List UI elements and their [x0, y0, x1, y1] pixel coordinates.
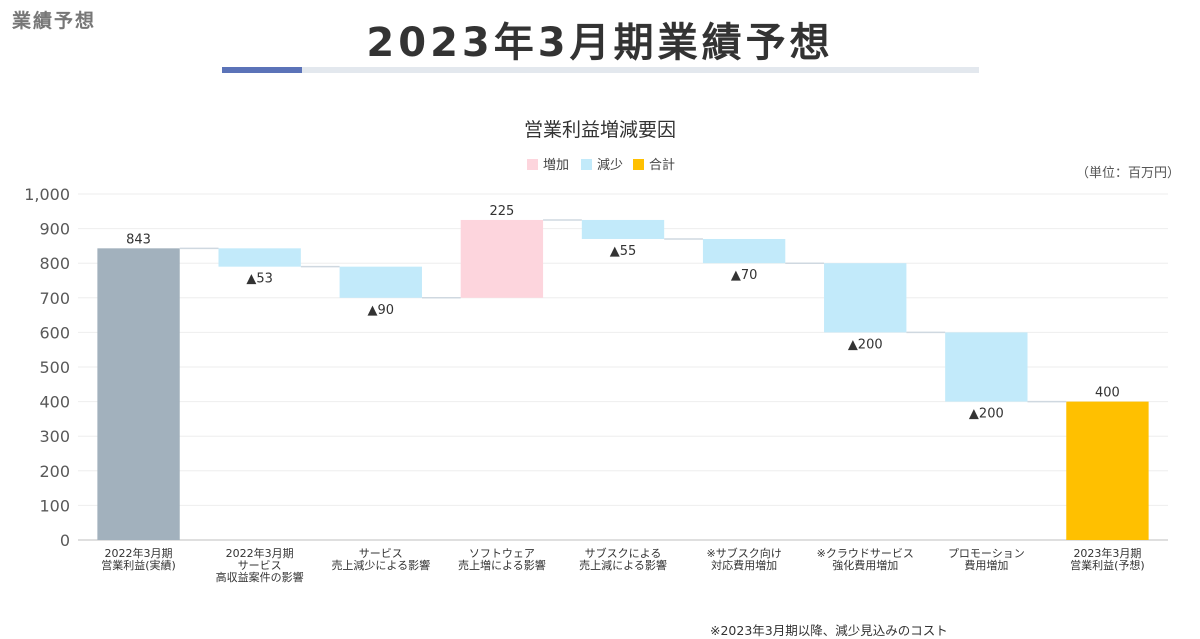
legend-swatch-0 [527, 159, 538, 170]
y-tick-label: 100 [39, 496, 70, 515]
data-label: ▲90 [368, 303, 395, 318]
category-label: 高収益案件の影響 [216, 570, 304, 584]
category-label: サービス [238, 559, 282, 572]
y-tick-label: 800 [39, 254, 70, 273]
footnote: ※2023年3月期以降、減少見込みのコスト [710, 623, 948, 638]
legend-label-1: 減少 [597, 157, 623, 173]
y-tick-label: 900 [39, 220, 70, 239]
page-title: 2023年3月期業績予想 [366, 20, 834, 66]
y-tick-label: 700 [39, 289, 70, 308]
legend-swatch-2 [633, 159, 644, 170]
data-label: 225 [489, 204, 514, 219]
bar [339, 266, 422, 298]
chart-title: 営業利益増減要因 [524, 119, 676, 141]
category-label: 強化費用増加 [832, 558, 898, 572]
category-label: 営業利益(予想) [1070, 558, 1145, 572]
data-label: 400 [1095, 386, 1120, 401]
data-label: ▲55 [610, 244, 637, 259]
data-label: ▲53 [246, 272, 273, 287]
category-label: ※サブスク向け [707, 546, 782, 560]
bar [1066, 401, 1149, 540]
category-label: サービス [359, 547, 403, 560]
category-label: ※クラウドサービス [817, 547, 914, 560]
y-tick-label: 500 [39, 358, 70, 377]
category-label: 売上減少による影響 [331, 558, 430, 572]
category-label: 2023年3月期 [1073, 546, 1141, 560]
y-tick-label: 400 [39, 393, 70, 412]
unit-label: （単位：百万円） [1076, 165, 1180, 181]
bar [97, 248, 180, 540]
title-underline [222, 67, 979, 73]
bar [460, 219, 544, 298]
category-label: サブスクによる [585, 546, 662, 560]
legend-label-2: 合計 [649, 157, 675, 173]
legend-swatch-1 [581, 159, 592, 170]
title-underline-accent [222, 67, 302, 73]
bar [581, 219, 665, 239]
bar [824, 263, 907, 333]
y-tick-label: 600 [39, 323, 70, 342]
y-tick-label: 300 [39, 427, 70, 446]
legend-label-0: 増加 [543, 158, 569, 173]
category-label: 2022年3月期 [226, 546, 294, 560]
y-tick-label: 1,000 [24, 185, 70, 204]
category-label: 費用増加 [964, 558, 1008, 572]
bar [945, 332, 1028, 402]
category-label: プロモーション [948, 547, 1025, 560]
category-label: 売上減による影響 [579, 558, 667, 572]
y-tick-label: 0 [60, 531, 70, 550]
bar [702, 238, 786, 264]
data-label: ▲70 [731, 268, 758, 283]
category-label: 対応費用増加 [711, 558, 777, 572]
y-tick-label: 200 [39, 462, 70, 481]
category-label: 営業利益(実績) [101, 558, 176, 572]
category-label: 2022年3月期 [105, 546, 173, 560]
category-label: ソフトウェア [469, 547, 535, 560]
section-label: 業績予想 [12, 10, 97, 32]
category-label: 売上増による影響 [458, 558, 546, 572]
data-label: ▲200 [848, 337, 883, 352]
data-label: ▲200 [969, 407, 1004, 422]
bar [218, 248, 301, 267]
data-label: 843 [126, 232, 151, 247]
